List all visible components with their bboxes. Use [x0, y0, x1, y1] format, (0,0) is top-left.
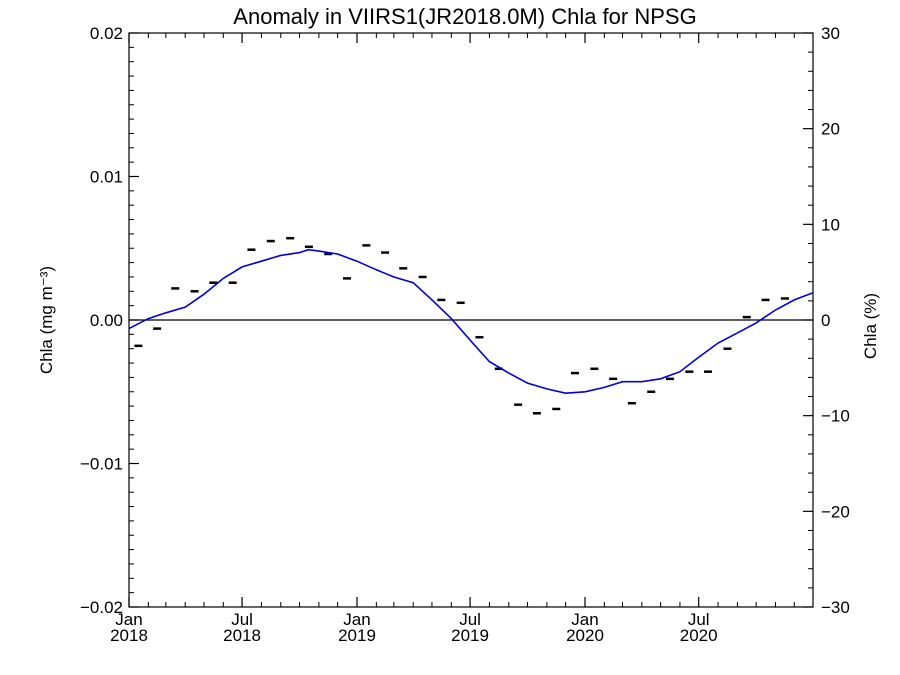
x-tick-year: 2019: [338, 626, 376, 645]
chart-title: Anomaly in VIIRS1(JR2018.0M) Chla for NP…: [233, 4, 696, 29]
left-tick-label: 0.01: [90, 168, 123, 187]
right-tick-label: 0: [821, 311, 830, 330]
right-y-axis: 30 20 10 0 −10 −20 −30: [803, 24, 850, 617]
right-tick-label: −20: [821, 502, 850, 521]
left-tick-label: 0.02: [90, 24, 123, 43]
x-tick-month: Jan: [343, 610, 370, 629]
y-axis-label-right: Chla (%): [861, 293, 880, 359]
left-tick-label: −0.02: [80, 598, 123, 617]
left-tick-label: −0.01: [80, 455, 123, 474]
right-tick-label: 20: [821, 120, 840, 139]
right-tick-label: −30: [821, 598, 850, 617]
x-axis: Jan2018Jul2018Jan2019Jul2019Jan2020Jul20…: [110, 33, 795, 645]
x-tick-month: Jul: [459, 610, 481, 629]
x-tick-year: 2020: [566, 626, 604, 645]
x-tick-month: Jan: [115, 610, 142, 629]
right-tick-label: −10: [821, 407, 850, 426]
monthly-marks: [134, 236, 789, 415]
x-tick-month: Jul: [231, 610, 253, 629]
right-tick-label: 10: [821, 215, 840, 234]
fit-line: [128, 248, 814, 395]
x-tick-year: 2018: [110, 626, 148, 645]
x-tick-year: 2018: [223, 626, 261, 645]
fit-line-layer: [128, 248, 814, 395]
x-tick-month: Jul: [688, 610, 710, 629]
left-y-axis: 0.02 0.01 0.00 −0.01 −0.02: [80, 24, 139, 617]
x-tick-year: 2020: [680, 626, 718, 645]
left-tick-label: 0.00: [90, 311, 123, 330]
y-axis-label-left: Chla (mg m⁻³): [37, 266, 56, 374]
x-tick-month: Jan: [571, 610, 598, 629]
x-tick-year: 2019: [451, 626, 489, 645]
right-tick-label: 30: [821, 24, 840, 43]
